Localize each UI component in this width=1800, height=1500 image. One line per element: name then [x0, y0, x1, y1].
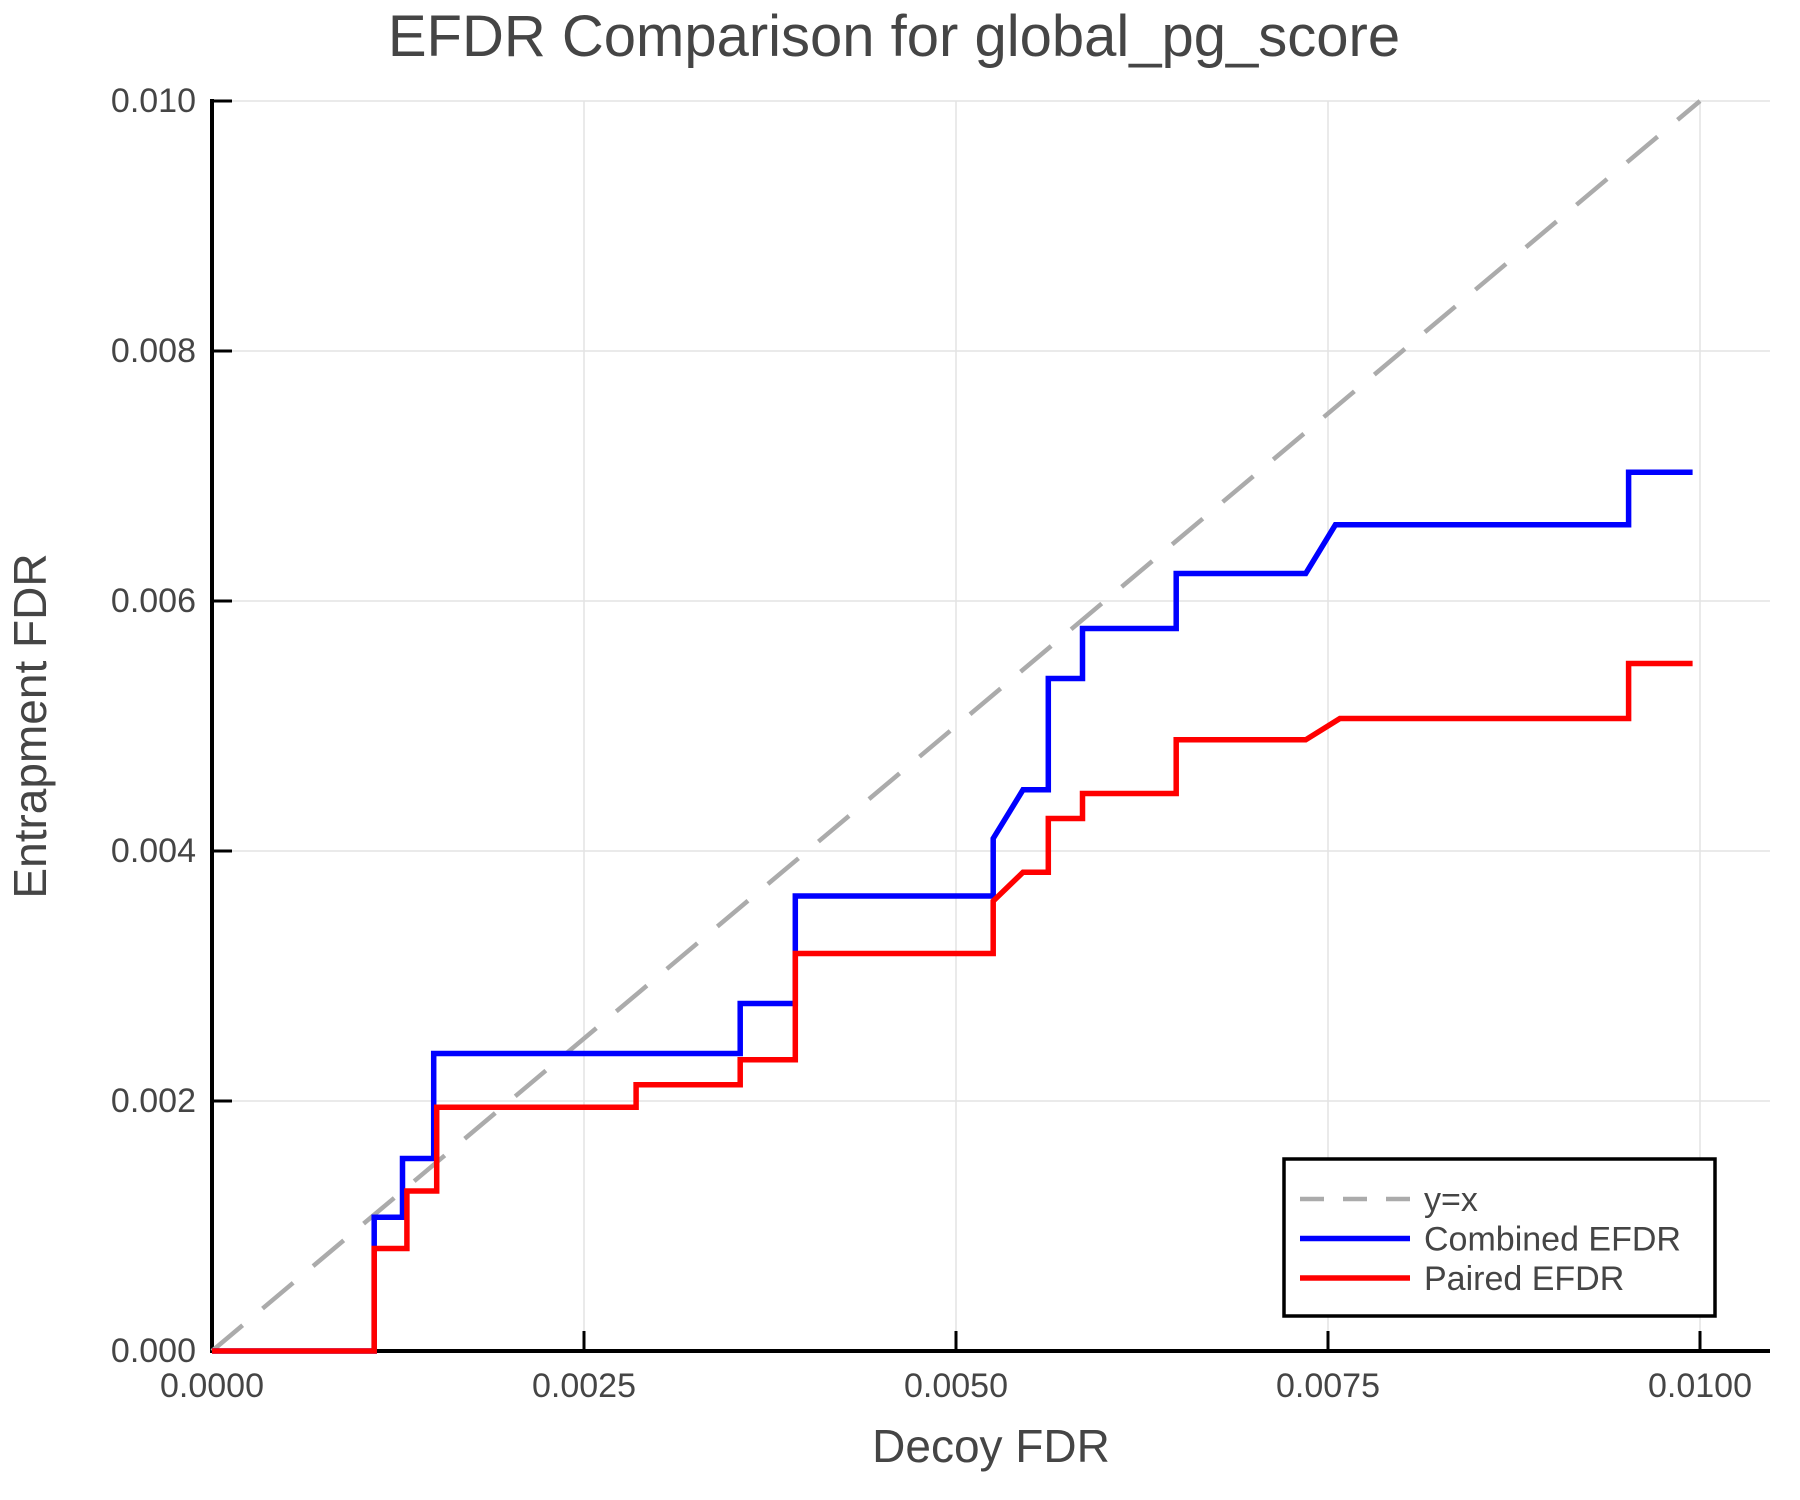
y-tick-label: 0.008	[111, 332, 196, 370]
series-y-x	[210, 99, 1702, 1353]
x-tick-label: 0.0075	[1276, 1367, 1380, 1405]
axes-layer	[210, 99, 1770, 1353]
y-tick-label: 0.000	[111, 1332, 196, 1370]
series-combined-efdr	[212, 469, 1693, 1354]
y-axis-label: Entrapment FDR	[4, 553, 56, 898]
y-tick-label: 0.006	[111, 582, 196, 620]
x-tick-label: 0.0100	[1648, 1367, 1752, 1405]
tick-label-layer: 0.0000 0.0025 0.0050 0.0075 0.0100 0.000 0.002…	[111, 82, 1752, 1405]
legend-label: y=x	[1424, 1181, 1478, 1219]
legend-label: Combined EFDR	[1424, 1221, 1681, 1259]
x-tick-label: 0.0000	[160, 1367, 264, 1405]
x-tick-label: 0.0050	[904, 1367, 1008, 1405]
chart-title: EFDR Comparison for global_pg_score	[388, 4, 1400, 69]
x-axis-label: Decoy FDR	[872, 1420, 1110, 1472]
y-tick-label: 0.010	[111, 82, 196, 120]
y-tick-label: 0.004	[111, 832, 196, 870]
legend-label: Paired EFDR	[1424, 1260, 1624, 1298]
series-layer	[210, 99, 1702, 1354]
series-paired-efdr	[212, 660, 1693, 1354]
y-tick-label: 0.002	[111, 1082, 196, 1120]
x-tick-label: 0.0025	[532, 1367, 636, 1405]
